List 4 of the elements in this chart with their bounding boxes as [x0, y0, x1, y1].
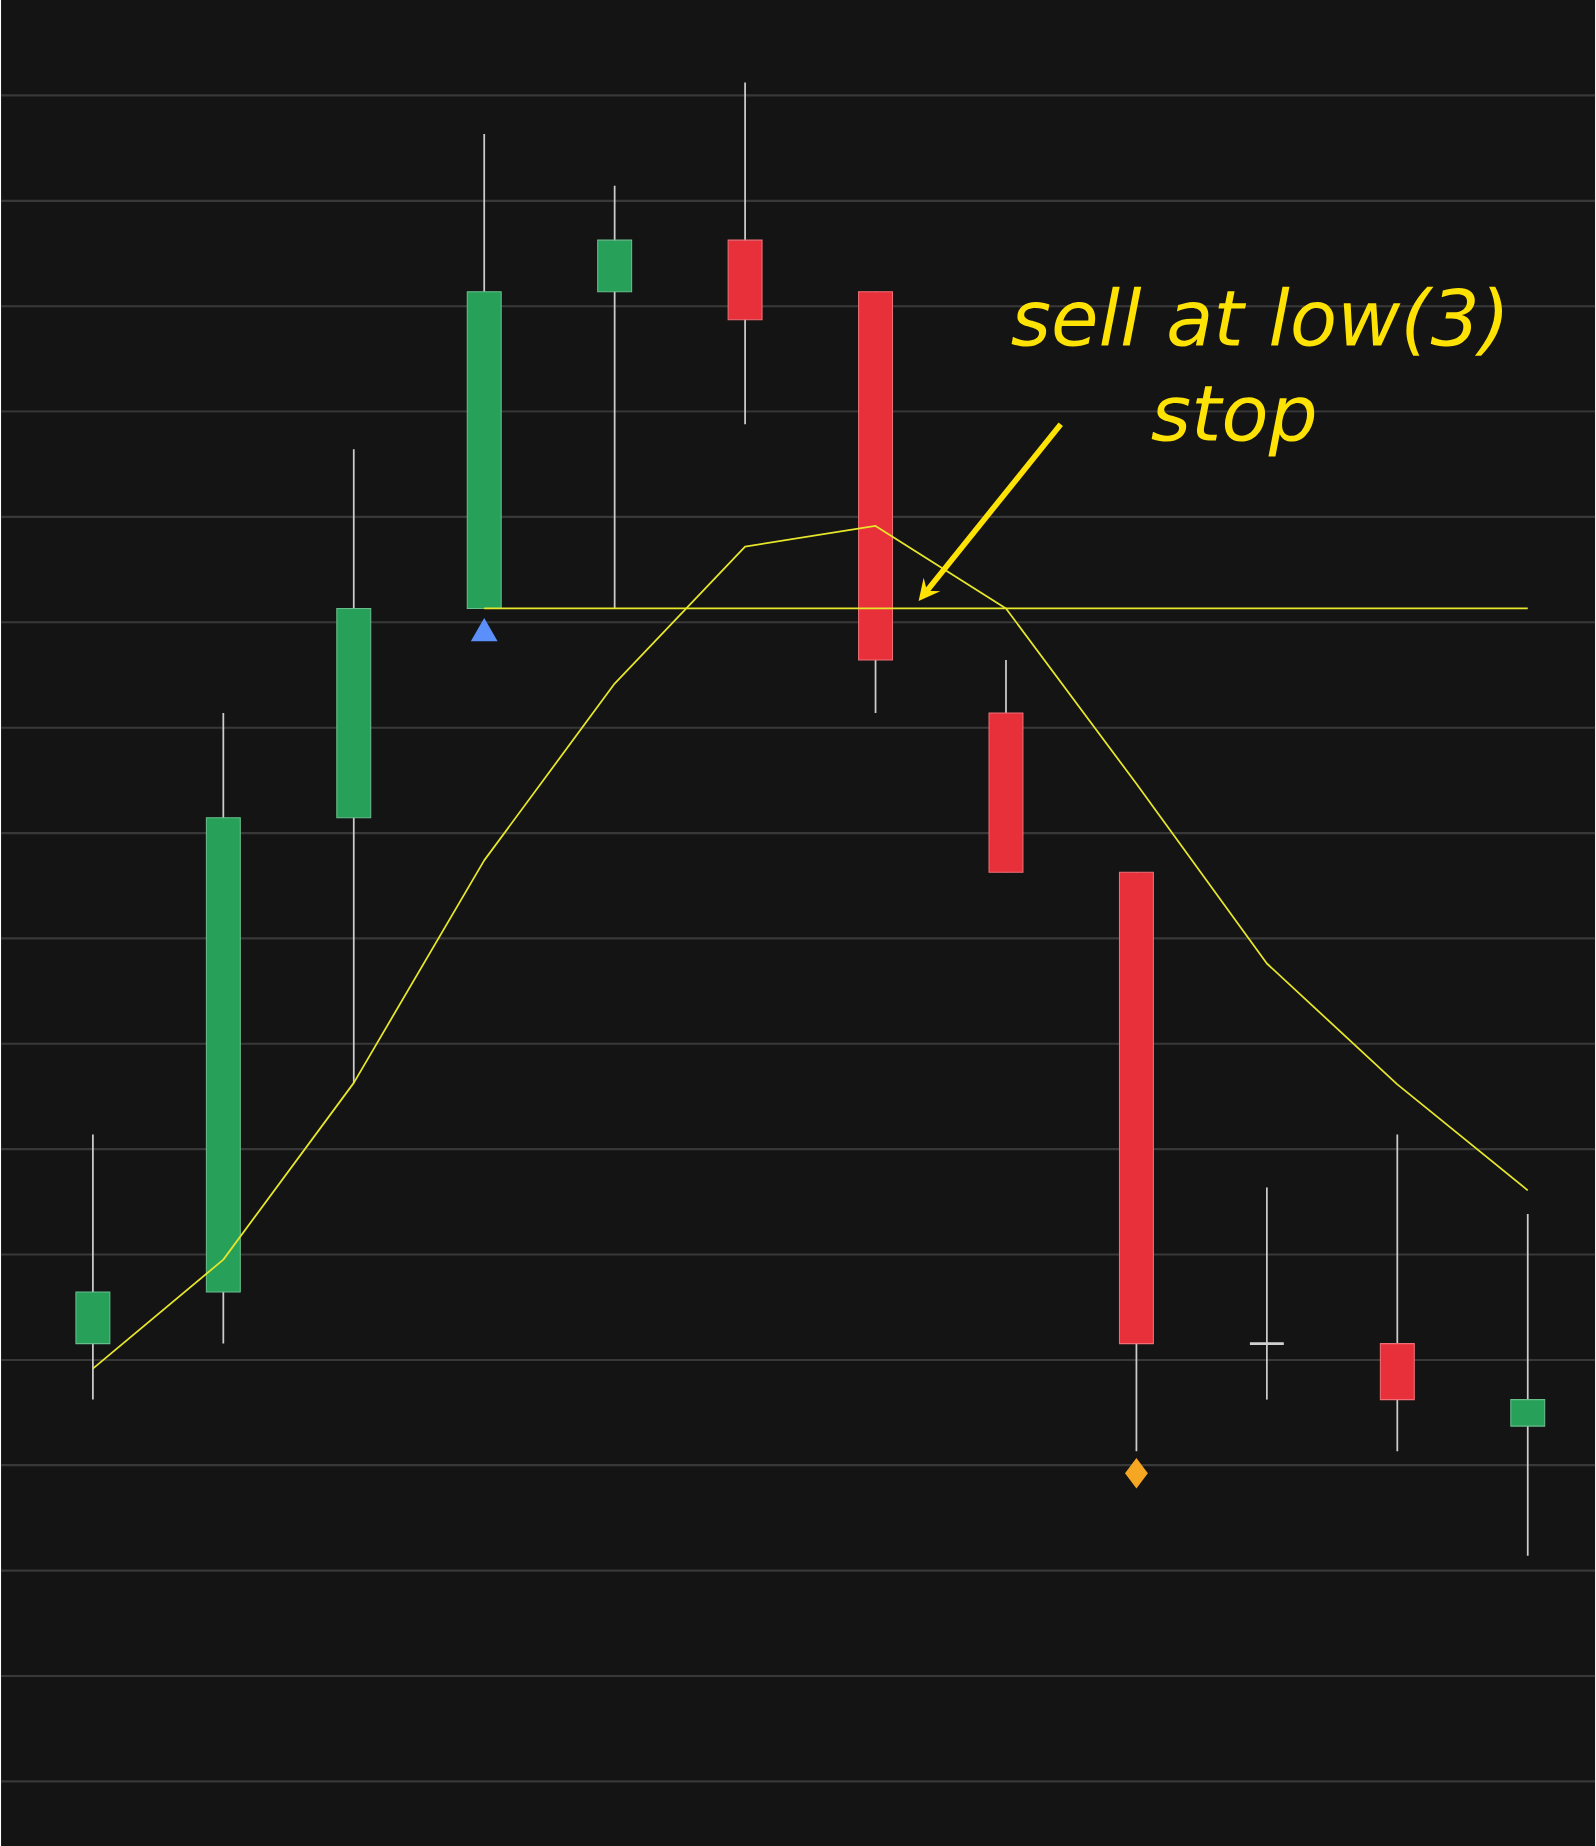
annotation: sell at low(3): [1011, 286, 1502, 356]
candlestick: [1510, 1213, 1546, 1557]
candlestick: [1248, 1186, 1286, 1401]
annotation: stop: [1151, 386, 1315, 457]
